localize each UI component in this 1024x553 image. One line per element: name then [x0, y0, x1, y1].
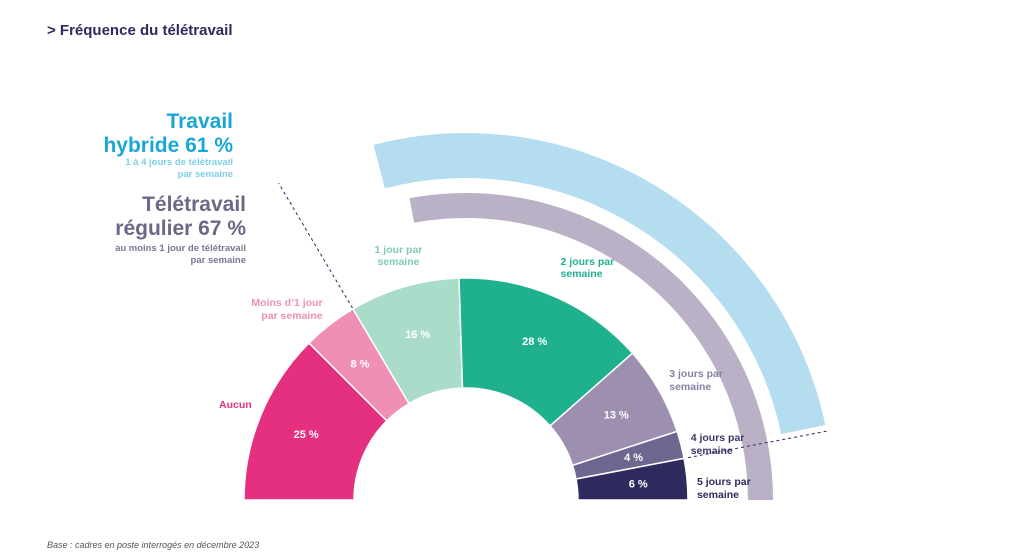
- hybrid-work-band: [373, 133, 826, 435]
- chart-slices: [243, 277, 689, 501]
- regular-telework-headline: Télétravail régulier 67 %: [115, 193, 246, 241]
- slice-value-label-1: 8 %: [350, 358, 369, 370]
- slice-value-label-6: 6 %: [629, 479, 648, 491]
- slice-value-label-2: 16 %: [405, 329, 430, 341]
- slice-value-label-3: 28 %: [522, 336, 547, 348]
- category-label-0: Aucun: [219, 399, 252, 412]
- band-start-guide-line: [278, 182, 356, 314]
- category-label-2: 1 jour par semaine: [374, 243, 423, 269]
- hybrid-work-headline: Travail hybride 61 %: [103, 110, 233, 158]
- slice-value-label-0: 25 %: [294, 429, 319, 441]
- category-label-6: 5 jours par semaine: [696, 476, 751, 501]
- chart-value-labels: 25 % 8 % 16 % 28 % 13 % 4 % 6 %: [294, 329, 648, 491]
- footnote: Base : cadres en poste interrogés en déc…: [47, 540, 260, 550]
- slice-6: [575, 457, 689, 501]
- category-label-4: 3 jours par semaine: [669, 368, 723, 393]
- category-label-1: Moins d’1 jour par semaine: [251, 297, 323, 322]
- slice-value-label-4: 13 %: [604, 409, 629, 421]
- hybrid-work-subtitle: 1 à 4 jours de télétravail par semaine: [125, 157, 233, 180]
- page-title: > Fréquence du télétravail: [47, 22, 233, 39]
- slice-value-label-5: 4 %: [624, 452, 643, 464]
- category-label-5: 4 jours par semaine: [690, 432, 745, 457]
- regular-telework-subtitle: au moins 1 jour de télétravail par semain…: [115, 243, 246, 266]
- slice-0: [243, 341, 388, 501]
- category-label-3: 2 jours par semaine: [560, 255, 615, 281]
